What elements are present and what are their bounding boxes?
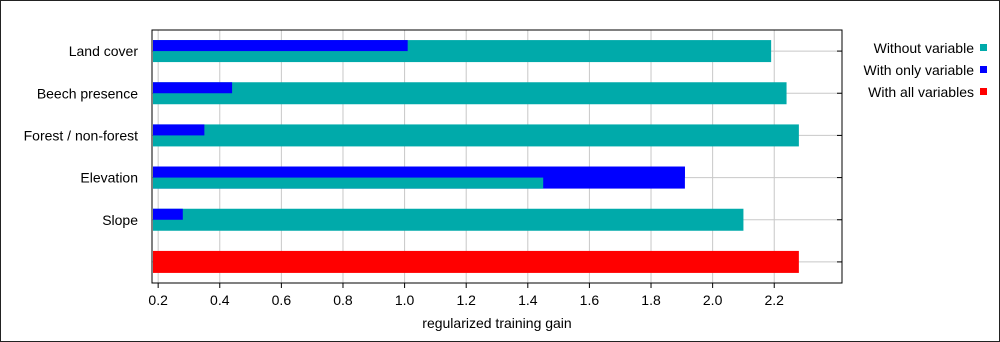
x-axis-ticks: 0.2 0.4 0.6 0.8 1.0 1.2 1.4 1.6 1.8 2.0 2.2 — [148, 283, 784, 308]
x-tick-label: 1.6 — [580, 292, 600, 308]
x-tick-label: 2.0 — [703, 292, 723, 308]
x-tick-label: 2.2 — [764, 292, 784, 308]
x-tick-label: 0.4 — [210, 292, 230, 308]
bar-with-only-variable — [153, 208, 183, 220]
legend-swatch — [980, 88, 987, 95]
grid-lines — [152, 30, 842, 283]
legend-label: With only variable — [864, 62, 975, 78]
bar-without-variable — [153, 208, 744, 231]
bar-without-variable — [153, 82, 787, 105]
category-labels: Land cover Beech presence Forest / non-for… — [24, 43, 139, 228]
x-tick-label: 1.2 — [456, 292, 476, 308]
x-tick-label: 0.6 — [272, 292, 292, 308]
bar-without-variable — [153, 177, 544, 189]
bar-with-only-variable — [153, 82, 233, 94]
x-tick-label: 1.0 — [395, 292, 415, 308]
plot-area — [151, 29, 843, 284]
x-tick-label: 0.2 — [148, 292, 168, 308]
legend-label: With all variables — [868, 84, 974, 100]
bar-with-all-variables — [153, 250, 799, 273]
bars — [153, 40, 799, 273]
legend-swatch — [980, 44, 987, 51]
x-tick-label: 1.4 — [518, 292, 538, 308]
bar-with-only-variable — [153, 124, 205, 136]
x-tick-label: 0.8 — [333, 292, 353, 308]
legend-label: Without variable — [874, 40, 975, 56]
category-label: Slope — [102, 212, 138, 228]
category-label: Elevation — [80, 170, 138, 186]
category-label: Land cover — [69, 43, 139, 59]
bar-without-variable — [153, 124, 799, 147]
x-tick-label: 1.8 — [641, 292, 661, 308]
bar-with-only-variable — [153, 40, 408, 52]
legend-swatch — [980, 66, 987, 73]
category-label: Beech presence — [37, 85, 138, 101]
category-label: Forest / non-forest — [24, 127, 138, 143]
x-axis-title: regularized training gain — [422, 315, 571, 331]
legend: Without variable With only variable With a… — [864, 40, 987, 100]
